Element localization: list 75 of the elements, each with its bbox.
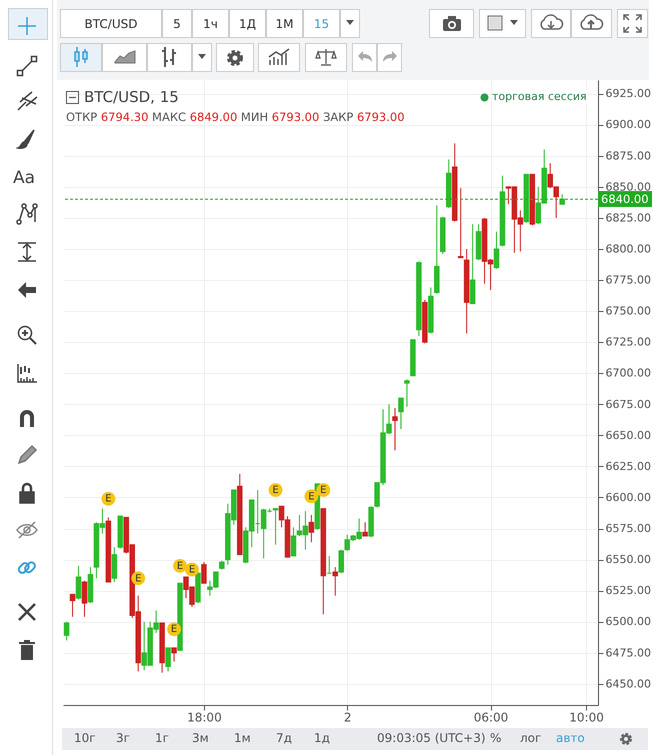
text: ОТКР 6794.30 МАКС 6849.00 МИН 6793.00 ЗАКР 6793.00 [66,110,405,124]
text: 7д [276,731,292,745]
text: % [490,731,502,745]
annotation: E [272,485,279,496]
text: лог [520,731,542,745]
annotation: E [308,491,315,502]
y-tick-label: 6875.00 [606,149,651,162]
x-tick-label: 10:00 [569,710,604,724]
text: 1г [155,731,169,745]
annotation: E [320,485,326,496]
x-tick-label: 2 [344,710,352,724]
y-tick-label: 6850.00 [606,180,651,194]
candlestick [272,508,278,546]
candlestick [404,378,410,408]
x-tick-label: 06:00 [474,710,508,724]
candlestick [494,231,500,270]
candlestick [470,224,476,304]
y-tick-label: 6550.00 [606,553,651,566]
text: 5 [162,9,192,38]
y-tick-label: 6675.00 [606,398,651,411]
y-tick-label: 6700.00 [606,366,651,380]
candlestick [559,194,565,205]
candlestick [332,566,338,596]
text: 10г [74,731,96,745]
annotation: E [135,573,142,584]
text: BTC/USD, 15 [84,88,179,106]
text: 1м [234,731,251,745]
y-tick-label: 6750.00 [606,304,651,318]
candlestick [392,408,398,451]
ref-line-label: 6840.00 [598,191,652,208]
candlestick [82,580,88,618]
candlestick [458,188,464,258]
text: 3м [192,731,209,745]
annotation: E [188,564,196,576]
text: 09:03:05 (UTC+3) [377,731,486,745]
y-tick-label: 6475.00 [606,646,651,660]
candlestick [362,522,368,537]
candlestick [398,398,404,430]
candlestick [165,647,171,672]
y-tick-label: 6725.00 [606,336,651,349]
y-tick-label: 6800.00 [606,242,651,256]
candlestick [70,594,76,618]
candlestick [76,565,82,600]
text: 1М [266,9,303,38]
y-tick-label: 6575.00 [606,522,651,536]
annotation: E [105,494,112,505]
y-tick-label: 6525.00 [606,584,651,598]
annotation: E [170,624,178,636]
text: 1д [314,731,330,745]
text: BTC/USD [60,9,162,38]
text: 3г [116,731,130,745]
annotation: торговая сессия [492,90,587,103]
y-tick-label: 6825.00 [606,211,651,224]
candlestick [64,621,70,641]
y-tick-label: 6900.00 [606,118,651,132]
y-tick-label: 6500.00 [606,615,651,628]
text: авто [556,731,585,745]
text: Aa [13,168,36,188]
x-tick-label: 18:00 [187,710,222,724]
annotation: E [176,560,184,572]
candlestick [308,514,314,543]
candlestick [171,647,177,662]
y-tick-label: 6625.00 [606,460,651,473]
y-tick-label: 6600.00 [606,490,651,504]
candlestick [290,526,296,556]
text: 15 [303,9,340,38]
y-tick-label: 6925.00 [606,87,651,100]
y-tick-label: 6650.00 [606,428,651,442]
text: 1ч [192,9,229,38]
text: 1Д [229,9,266,38]
candlestick [338,549,344,574]
y-tick-label: 6450.00 [606,677,651,690]
candlestick [112,546,118,582]
y-tick-label: 6775.00 [606,274,651,287]
candlestick [201,562,207,584]
